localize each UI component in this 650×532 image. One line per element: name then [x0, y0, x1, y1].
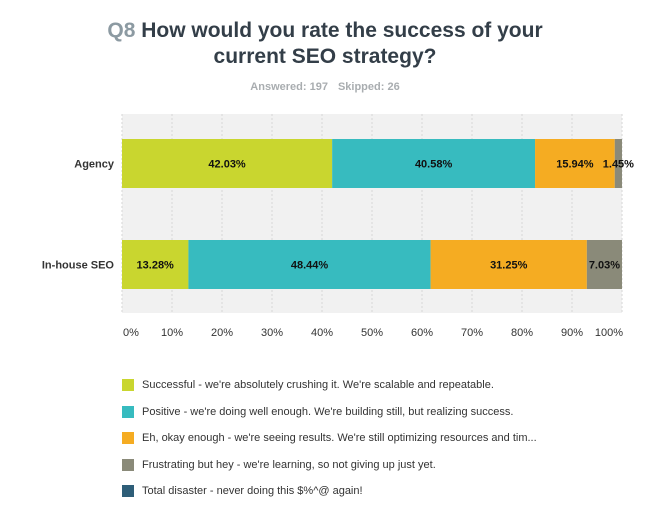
x-tick-label: 0% [123, 327, 139, 339]
question-title: Q8 How would you rate the success of you… [0, 18, 650, 70]
bar-value-label: 40.58% [415, 159, 453, 171]
bar-value-label: 48.44% [291, 260, 329, 272]
legend-swatch [122, 485, 134, 497]
legend-label: Positive - we're doing well enough. We'r… [142, 405, 514, 418]
bar-segment[interactable] [614, 139, 622, 188]
bar-segment[interactable] [122, 139, 333, 188]
x-tick-label: 100% [595, 327, 623, 339]
bar-labels-group: 42.03% 40.58% 15.94% 1.45% 13.28% 48.44% 31.25… [137, 159, 635, 272]
legend-swatch [122, 458, 134, 471]
bar-segment[interactable] [430, 240, 587, 289]
bar-value-label: 13.28% [137, 260, 175, 272]
x-tick-label: 40% [311, 327, 333, 339]
x-tick-label: 50% [361, 327, 383, 339]
bar-segment[interactable] [586, 240, 622, 289]
legend-label: Frustrating but hey - we're learning, so… [142, 458, 436, 471]
bar-segment[interactable] [188, 240, 431, 289]
category-label: In-house SEO [42, 260, 115, 272]
legend-swatch [122, 405, 134, 418]
bar-segment[interactable] [332, 139, 536, 188]
legend-item[interactable]: Total disaster - never doing this $%^@ a… [122, 485, 542, 498]
legend-label: Successful - we're absolutely crushing i… [142, 379, 494, 391]
legend-label: Total disaster - never doing this $%^@ a… [142, 485, 363, 497]
legend-item[interactable]: Eh, okay enough - we're seeing results. … [122, 432, 542, 445]
bar-value-label: 31.25% [490, 260, 528, 272]
x-tick-label: 90% [561, 327, 583, 339]
bar-segment[interactable] [122, 240, 189, 289]
x-tick-label: 10% [161, 327, 183, 339]
bar-value-label: 1.45% [603, 159, 634, 171]
category-labels-group: Agency In-house SEO [42, 159, 115, 272]
bar-value-label: 42.03% [208, 159, 246, 171]
title-text-1: How would you rate the success of your [141, 19, 543, 42]
response-stats: Answered: 197 Skipped: 26 [0, 81, 650, 93]
question-number: Q8 [107, 19, 136, 42]
x-tick-label: 60% [411, 327, 433, 339]
legend-item[interactable]: Successful - we're absolutely crushing i… [122, 379, 542, 392]
bar-value-label: 7.03% [589, 260, 620, 272]
x-tick-label: 80% [511, 327, 533, 339]
x-tick-label: 20% [211, 327, 233, 339]
category-label: Agency [74, 159, 115, 171]
bars-group [122, 139, 622, 289]
chart-legend: Successful - we're absolutely crushing i… [122, 379, 542, 512]
legend-swatch [122, 432, 134, 444]
x-axis-tick-labels: 0% 10% 20% 30% 40% 50% 60% 70% 80% 90% 100% [123, 327, 623, 339]
legend-item[interactable]: Frustrating but hey - we're learning, so… [122, 458, 542, 472]
skipped-count: Skipped: 26 [337, 81, 400, 93]
legend-swatch [122, 379, 134, 391]
x-tick-label: 30% [261, 327, 283, 339]
answered-count: Answered: 197 [250, 81, 328, 93]
x-tick-label: 70% [461, 327, 483, 339]
bar-segment[interactable] [535, 139, 615, 188]
legend-item[interactable]: Positive - we're doing well enough. We'r… [122, 405, 542, 419]
legend-label: Eh, okay enough - we're seeing results. … [142, 432, 537, 444]
bar-value-label: 15.94% [556, 159, 594, 171]
stacked-bar-chart: 42.03% 40.58% 15.94% 1.45% 13.28% 48.44% 31.25… [42, 114, 635, 339]
title-line-1: Q8 How would you rate the success of you… [0, 18, 650, 44]
title-line-2: current SEO strategy? [213, 45, 437, 68]
